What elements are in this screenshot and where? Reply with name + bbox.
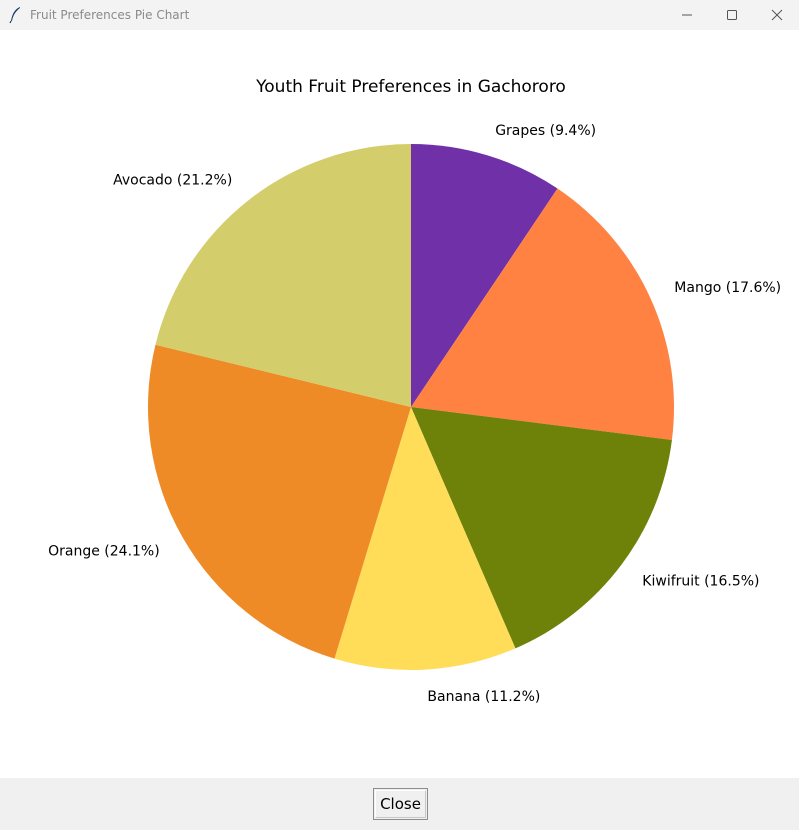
pie-slice-grapes (411, 144, 558, 407)
feather-icon (8, 6, 24, 24)
minimize-icon (681, 6, 693, 25)
window-title: Fruit Preferences Pie Chart (30, 8, 190, 22)
maximize-icon (726, 6, 738, 25)
pie-chart: Youth Fruit Preferences in Gachororo Gra… (48, 77, 781, 705)
minimize-button[interactable] (664, 0, 710, 30)
slice-label-grapes: Grapes (9.4%) (495, 123, 596, 139)
maximize-button[interactable] (709, 0, 755, 30)
slice-label-avocado: Avocado (21.2%) (113, 173, 232, 189)
pie-slice-orange (147, 344, 411, 659)
chart-title: Youth Fruit Preferences in Gachororo (255, 77, 566, 97)
chart-canvas: Youth Fruit Preferences in Gachororo Gra… (1, 30, 798, 778)
pie-slice-avocado (155, 144, 411, 407)
slice-label-kiwifruit: Kiwifruit (16.5%) (642, 574, 759, 590)
close-button[interactable]: Close (373, 788, 428, 820)
title-bar[interactable]: Fruit Preferences Pie Chart (0, 0, 799, 30)
close-button-label: Close (380, 795, 421, 813)
slice-label-banana: Banana (11.2%) (427, 689, 540, 705)
close-icon (771, 6, 783, 25)
slice-label-mango: Mango (17.6%) (674, 280, 781, 296)
button-bevel (375, 790, 426, 818)
slice-label-orange: Orange (24.1%) (48, 543, 160, 559)
close-window-button[interactable] (754, 0, 799, 30)
pie-slice-kiwifruit (411, 407, 672, 649)
pie-slice-mango (411, 188, 675, 440)
pie-slice-banana (334, 407, 516, 671)
